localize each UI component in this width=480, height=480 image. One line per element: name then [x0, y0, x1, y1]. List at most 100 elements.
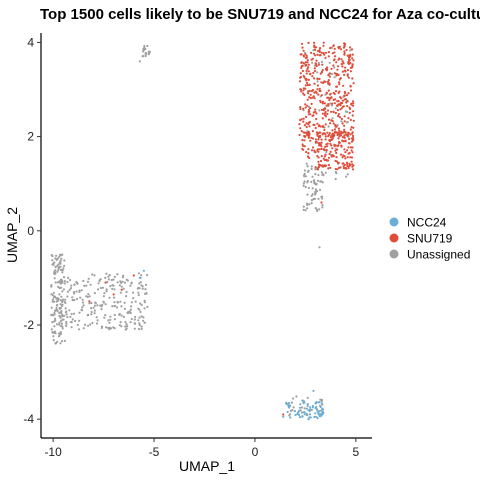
point-unassigned [123, 307, 126, 310]
point-unassigned [139, 302, 142, 305]
point-ncc24 [297, 409, 301, 412]
point-unassigned [65, 313, 68, 316]
point-snu719 [314, 166, 317, 169]
point-ncc24 [321, 410, 324, 413]
point-unassigned [93, 274, 96, 277]
point-unassigned [311, 187, 314, 190]
point-snu719 [319, 164, 322, 167]
ticks-layer: -10 -5 0 5 -4 -2 0 2 4 [23, 35, 359, 459]
point-snu719 [328, 132, 331, 135]
point-ncc24 [296, 413, 299, 416]
point-snu719 [317, 160, 320, 163]
point-unassigned [78, 289, 81, 292]
point-snu719 [326, 112, 329, 116]
point-snu719 [301, 46, 304, 49]
point-unassigned [320, 195, 323, 198]
point-snu719 [323, 155, 326, 158]
point-unassigned [311, 175, 314, 178]
point-unassigned [137, 294, 140, 297]
point-unassigned [59, 311, 63, 314]
point-unassigned [108, 321, 111, 324]
point-unassigned [295, 395, 298, 398]
point-unassigned [57, 335, 61, 338]
point-snu719 [328, 99, 331, 102]
point-unassigned [137, 272, 140, 275]
point-snu719 [328, 75, 331, 78]
point-unassigned [134, 315, 137, 318]
point-snu719 [321, 102, 324, 105]
point-snu719 [342, 84, 345, 87]
point-unassigned [340, 120, 343, 123]
point-snu719 [302, 49, 305, 52]
point-ncc24 [303, 401, 306, 404]
point-snu719 [302, 107, 305, 110]
point-snu719 [338, 135, 341, 138]
point-unassigned [139, 310, 142, 314]
point-unassigned [300, 411, 304, 414]
point-snu719 [305, 63, 308, 67]
point-snu719 [315, 64, 318, 68]
x-tick-label: -5 [149, 445, 160, 459]
point-unassigned [121, 276, 125, 279]
point-snu719 [299, 107, 302, 111]
point-snu719 [322, 52, 325, 55]
point-snu719 [330, 67, 333, 70]
point-unassigned [313, 197, 316, 200]
point-unassigned [53, 261, 56, 264]
point-unassigned [59, 278, 63, 281]
point-snu719 [303, 135, 307, 138]
point-snu719 [343, 124, 346, 127]
point-unassigned [121, 280, 124, 283]
point-snu719 [323, 80, 326, 83]
point-snu719 [308, 83, 311, 86]
point-snu719 [304, 106, 307, 109]
point-snu719 [351, 134, 355, 138]
point-snu719 [351, 151, 354, 154]
point-unassigned [89, 323, 92, 326]
point-snu719 [324, 123, 327, 126]
point-snu719 [316, 122, 319, 125]
legend: NCC24 SNU719 Unassigned [389, 216, 470, 262]
point-unassigned [118, 312, 121, 316]
point-unassigned [133, 327, 136, 330]
point-unassigned [58, 332, 61, 335]
point-unassigned [85, 284, 88, 287]
point-snu719 [307, 108, 311, 112]
point-snu719 [345, 101, 348, 104]
point-unassigned [53, 311, 56, 315]
point-ncc24 [312, 389, 315, 392]
point-ncc24 [289, 416, 292, 419]
point-unassigned [138, 316, 141, 319]
point-snu719 [352, 110, 355, 113]
point-unassigned [116, 301, 120, 304]
point-snu719 [349, 133, 352, 136]
point-unassigned [306, 181, 309, 184]
point-unassigned [147, 53, 150, 56]
point-unassigned [320, 171, 323, 174]
point-unassigned [51, 321, 54, 324]
point-unassigned [112, 284, 115, 287]
point-snu719 [316, 155, 319, 158]
point-snu719 [349, 62, 352, 65]
point-unassigned [58, 293, 61, 296]
point-unassigned [110, 278, 113, 282]
point-unassigned [87, 277, 90, 280]
point-unassigned [319, 398, 322, 401]
point-unassigned [330, 72, 334, 76]
point-snu719 [323, 149, 326, 152]
point-snu719 [347, 166, 350, 170]
point-unassigned [52, 339, 55, 342]
point-unassigned [108, 274, 111, 277]
point-ncc24 [301, 399, 304, 402]
point-snu719 [334, 111, 337, 115]
point-snu719 [316, 84, 319, 87]
point-unassigned [54, 269, 57, 272]
point-snu719 [318, 89, 321, 92]
point-snu719 [317, 125, 320, 128]
point-snu719 [306, 98, 309, 101]
point-unassigned [146, 274, 149, 277]
point-unassigned [116, 273, 119, 276]
point-snu719 [330, 144, 333, 147]
point-unassigned [124, 320, 127, 324]
point-unassigned [95, 316, 98, 319]
